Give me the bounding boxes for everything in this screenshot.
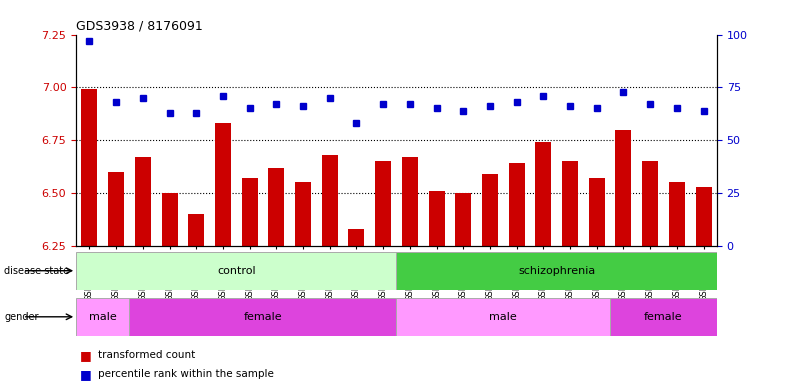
Bar: [615, 130, 631, 246]
Bar: [348, 229, 364, 246]
Bar: [396, 298, 610, 336]
Bar: [82, 89, 98, 246]
Text: gender: gender: [4, 312, 38, 322]
Text: GDS3938 / 8176091: GDS3938 / 8176091: [76, 19, 203, 32]
Bar: [375, 161, 391, 246]
Bar: [669, 182, 685, 246]
Text: ■: ■: [80, 368, 92, 381]
Bar: [130, 298, 396, 336]
Bar: [268, 167, 284, 246]
Bar: [642, 161, 658, 246]
Text: percentile rank within the sample: percentile rank within the sample: [98, 369, 274, 379]
Bar: [162, 193, 178, 246]
Bar: [589, 178, 605, 246]
Bar: [295, 182, 311, 246]
Text: transformed count: transformed count: [98, 350, 195, 360]
Text: ■: ■: [80, 349, 92, 362]
Bar: [135, 157, 151, 246]
Bar: [455, 193, 471, 246]
Bar: [610, 298, 717, 336]
Bar: [535, 142, 551, 246]
Text: male: male: [489, 312, 517, 322]
Text: male: male: [89, 312, 117, 322]
Bar: [242, 178, 258, 246]
Text: female: female: [644, 312, 682, 322]
Text: control: control: [217, 266, 256, 276]
Bar: [108, 172, 124, 246]
Bar: [396, 252, 717, 290]
Bar: [188, 214, 204, 246]
Bar: [482, 174, 498, 246]
Bar: [76, 252, 396, 290]
Text: schizophrenia: schizophrenia: [518, 266, 595, 276]
Bar: [322, 155, 338, 246]
Text: female: female: [244, 312, 282, 322]
Text: disease state: disease state: [4, 266, 69, 276]
Bar: [402, 157, 418, 246]
Bar: [429, 191, 445, 246]
Bar: [695, 187, 711, 246]
Bar: [562, 161, 578, 246]
Bar: [215, 123, 231, 246]
Bar: [76, 298, 130, 336]
Bar: [509, 164, 525, 246]
